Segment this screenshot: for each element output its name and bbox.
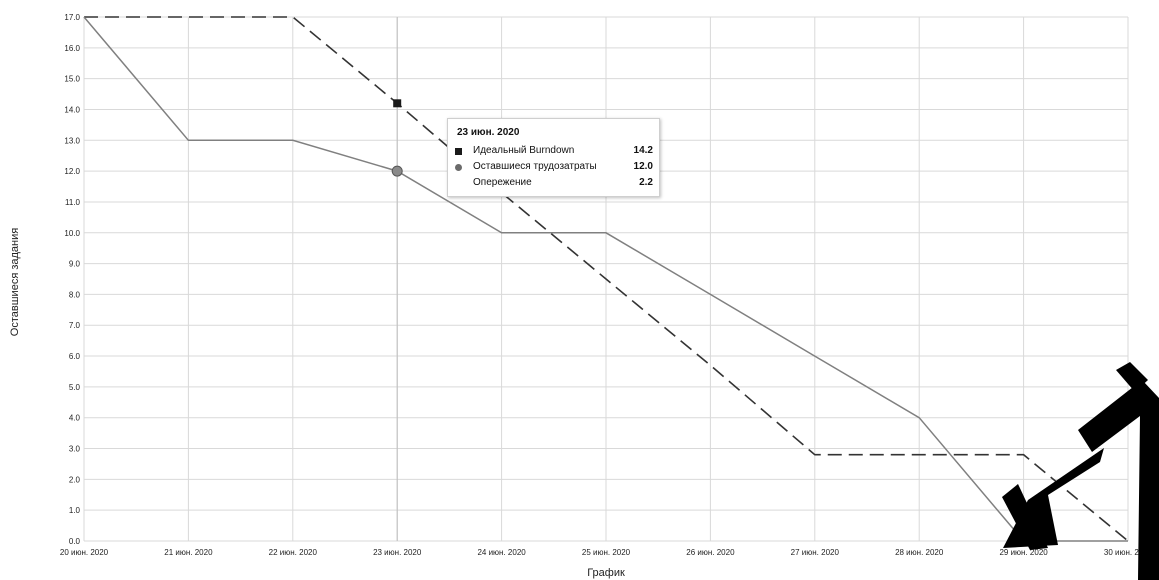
square-marker-icon (455, 148, 462, 155)
y-tick-label: 9.0 (69, 260, 81, 269)
x-tick-label: 29 июн. 2020 (999, 548, 1048, 557)
y-tick-label: 13.0 (64, 136, 80, 145)
y-tick-label: 12.0 (64, 167, 80, 176)
x-tick-label: 24 июн. 2020 (477, 548, 526, 557)
tooltip-row-ideal: Идеальный Burndown 14.2 (455, 145, 653, 159)
y-tick-label: 5.0 (69, 383, 81, 392)
x-tick-label: 26 июн. 2020 (686, 548, 735, 557)
y-tick-label: 0.0 (69, 537, 81, 546)
tooltip-row-lead: Опережение 2.2 (455, 177, 653, 191)
x-tick-label: 25 июн. 2020 (582, 548, 631, 557)
x-tick-label: 30 июн. 2020 (1104, 548, 1153, 557)
y-tick-label: 4.0 (69, 414, 81, 423)
x-tick-label: 27 июн. 2020 (791, 548, 840, 557)
tooltip-row-value: 2.2 (639, 177, 653, 188)
y-tick-label: 10.0 (64, 229, 80, 238)
y-tick-label: 15.0 (64, 75, 80, 84)
tooltip-row-value: 12.0 (633, 161, 653, 172)
y-tick-label: 16.0 (64, 44, 80, 53)
tooltip-row-value: 14.2 (633, 145, 653, 156)
circle-marker-icon (455, 164, 462, 171)
y-axis-ticks: 0.0 1.0 2.0 3.0 4.0 5.0 6.0 7.0 8.0 9.0 10.0 11.0 12… (64, 13, 80, 546)
tooltip-row-label: Оставшиеся трудозатраты (473, 161, 597, 172)
tooltip-row-actual: Оставшиеся трудозатраты 12.0 (455, 161, 653, 175)
y-tick-label: 1.0 (69, 506, 81, 515)
y-tick-label: 6.0 (69, 352, 81, 361)
y-tick-label: 17.0 (64, 13, 80, 22)
x-tick-label: 23 июн. 2020 (373, 548, 422, 557)
x-tick-label: 22 июн. 2020 (269, 548, 318, 557)
y-tick-label: 2.0 (69, 475, 81, 484)
y-tick-label: 7.0 (69, 321, 81, 330)
actual-hover-point (391, 165, 403, 177)
y-axis-title: Оставшиеся задания (9, 228, 21, 336)
remaining-effort-line (83, 16, 1128, 542)
tooltip-row-label: Идеальный Burndown (473, 145, 575, 156)
tooltip-row-label: Опережение (473, 177, 532, 188)
tooltip-title: 23 июн. 2020 (457, 127, 520, 138)
x-tick-label: 28 июн. 2020 (895, 548, 944, 557)
ideal-burndown-line (84, 16, 1129, 542)
ideal-hover-point (393, 99, 402, 108)
y-tick-label: 8.0 (69, 290, 81, 299)
series-lines (83, 16, 1129, 542)
hover-tooltip: 23 июн. 2020 Идеальный Burndown 14.2 Ост… (447, 118, 660, 197)
x-tick-label: 21 июн. 2020 (164, 548, 213, 557)
y-tick-label: 11.0 (65, 198, 81, 207)
y-tick-label: 3.0 (69, 445, 81, 454)
watermark-logo (1002, 362, 1159, 580)
y-tick-label: 14.0 (64, 105, 80, 114)
hover-points (391, 99, 403, 177)
x-tick-label: 20 июн. 2020 (60, 548, 109, 557)
x-axis-title: График (587, 567, 625, 579)
x-axis-ticks: 20 июн. 2020 21 июн. 2020 22 июн. 2020 23 и… (60, 548, 1153, 557)
